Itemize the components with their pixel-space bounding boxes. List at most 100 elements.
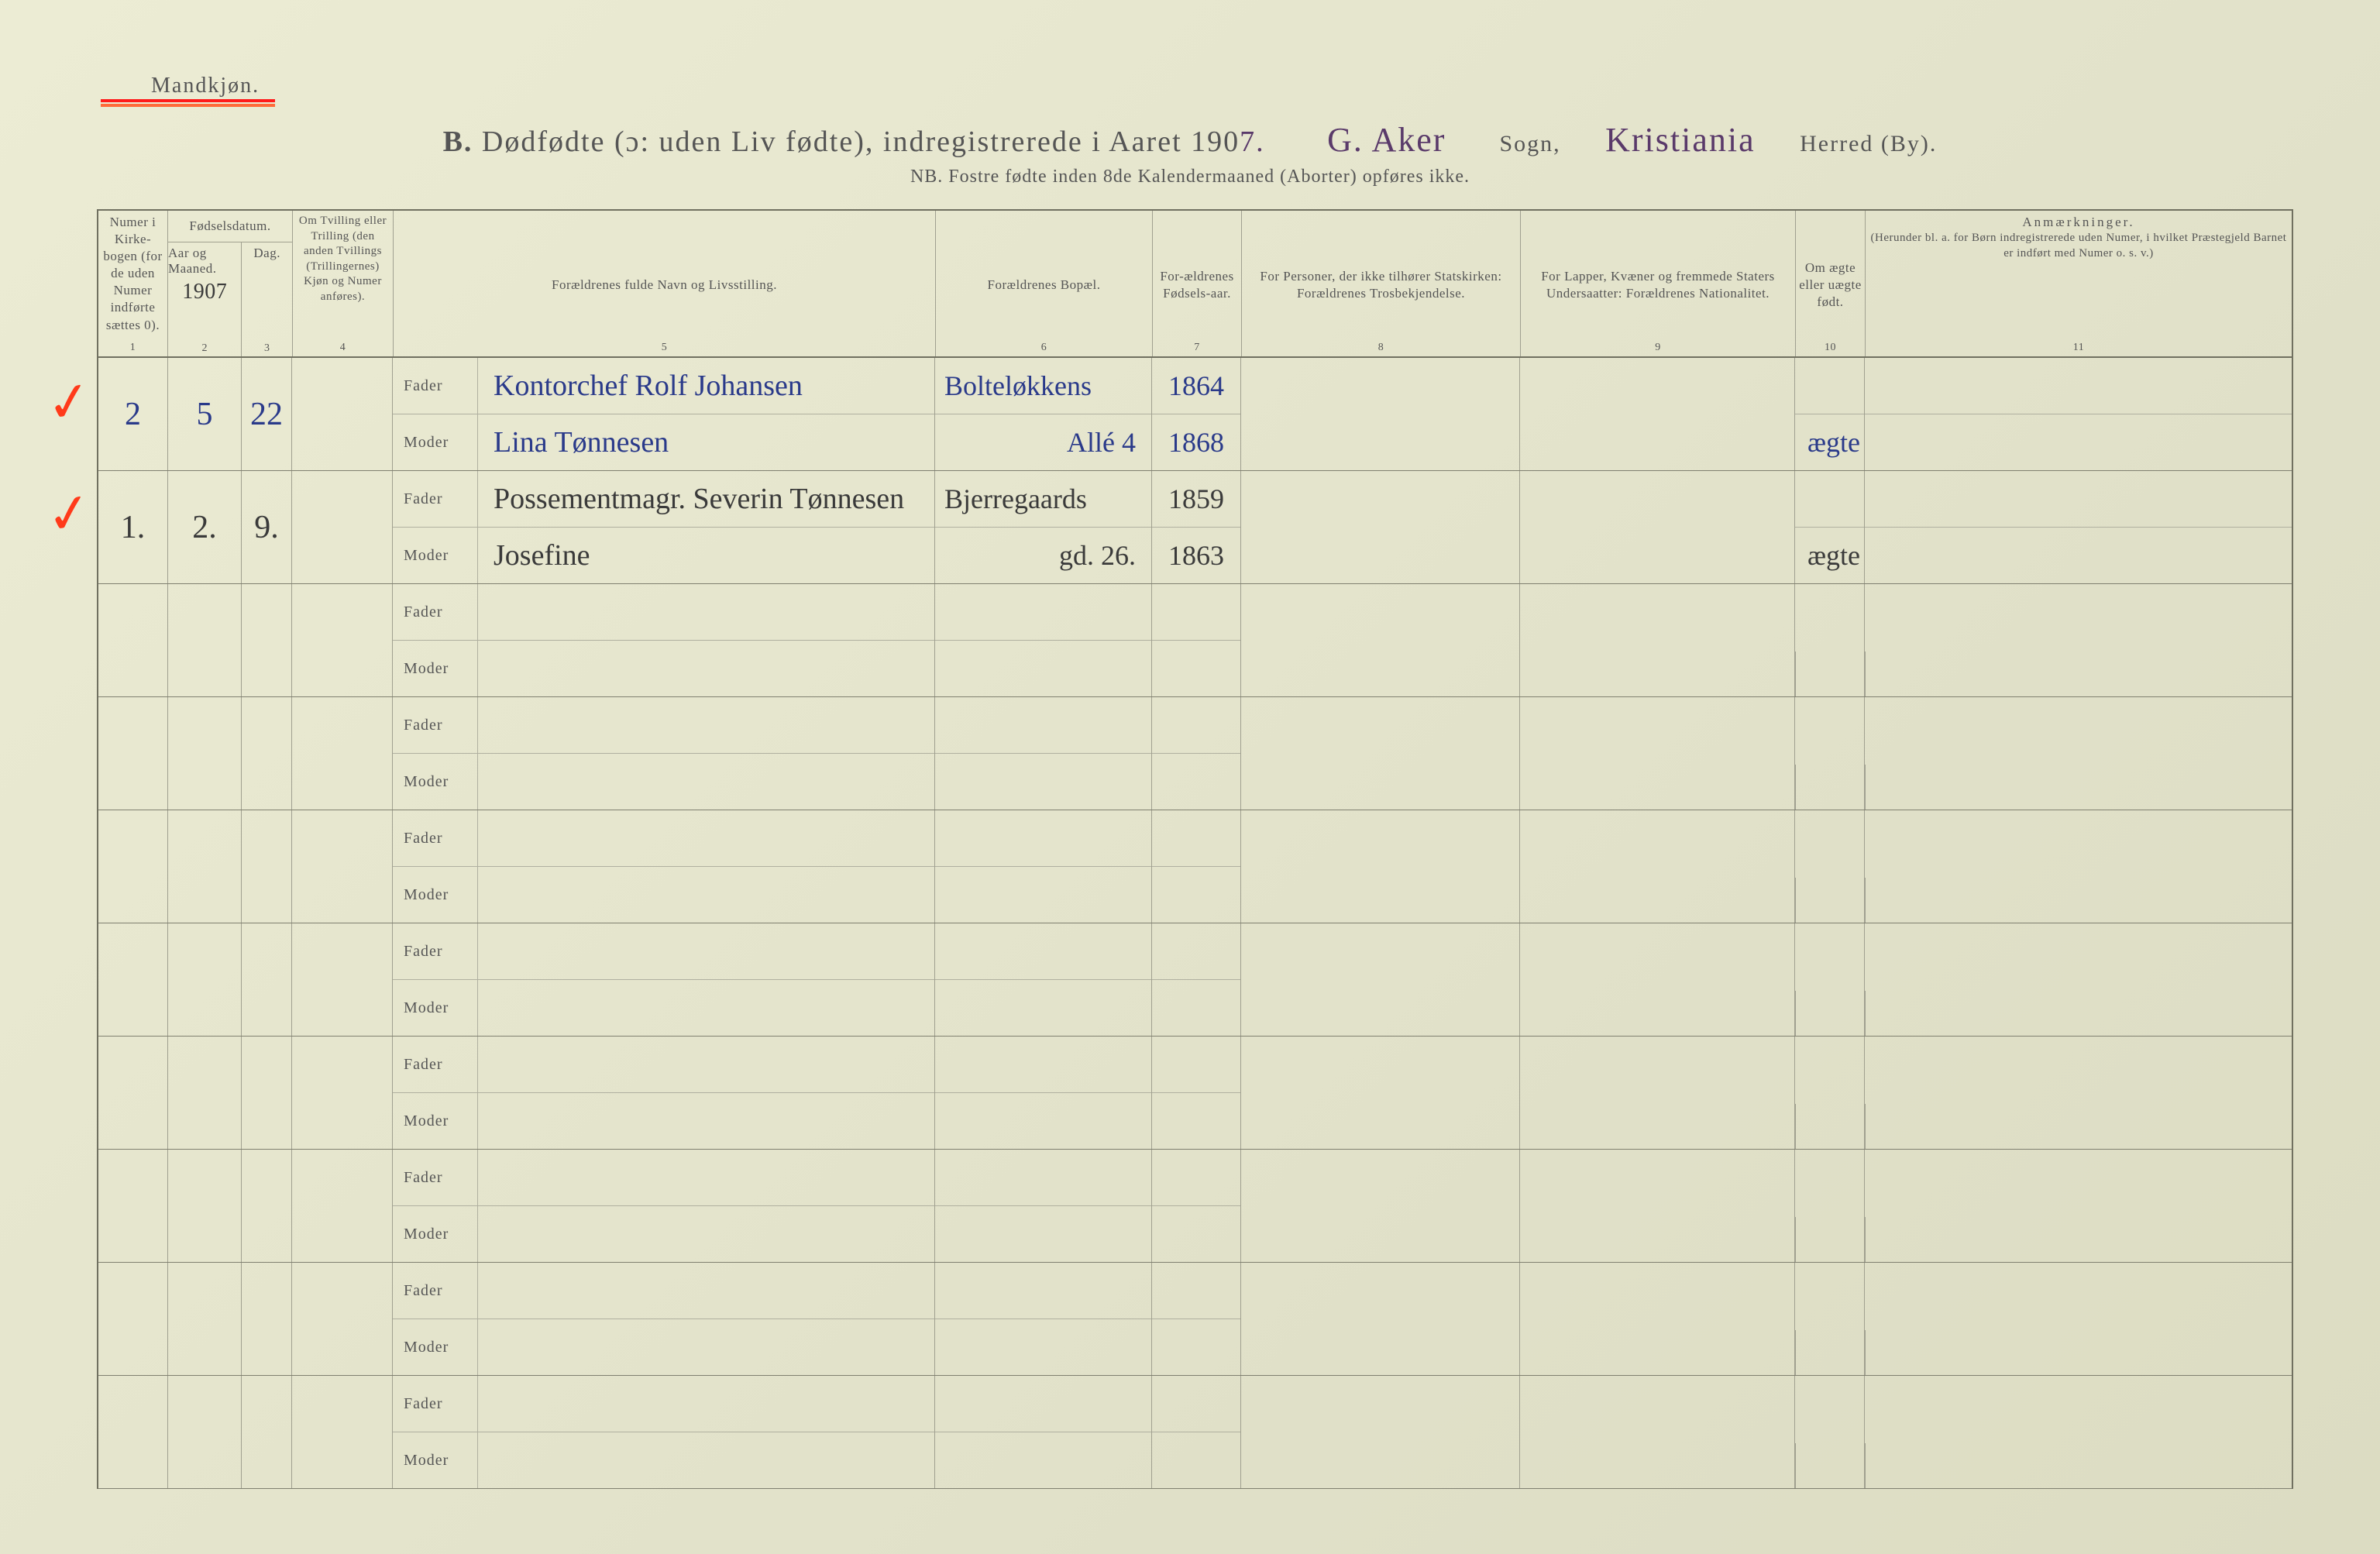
gender-label: Mandkjøn. — [151, 74, 260, 98]
father-label: Fader — [393, 358, 478, 414]
c6-top — [935, 697, 1151, 754]
c6-bot: gd. 26. — [935, 528, 1151, 583]
cell-c9 — [1520, 1037, 1795, 1149]
cell-c6 — [935, 923, 1152, 1036]
col-9-header: For Lapper, Kvæner og fremmede Staters U… — [1521, 211, 1796, 356]
c7-bot — [1152, 1206, 1240, 1262]
cell-c4 — [292, 1037, 393, 1149]
col-5-label: Forældrenes fulde Navn og Livsstilling. — [552, 277, 777, 294]
cell-c2 — [168, 923, 242, 1036]
mother-label: Moder — [393, 980, 478, 1036]
c6-top — [935, 923, 1151, 980]
c7-bot — [1152, 1093, 1240, 1149]
cell-c3: 22 — [242, 358, 292, 470]
cell-c5: FaderModer — [393, 584, 935, 696]
cell-c6 — [935, 1263, 1152, 1375]
cell-c1 — [98, 1376, 168, 1488]
cell-c6 — [935, 1376, 1152, 1488]
herred-value: Kristiania — [1605, 121, 1756, 159]
col-2-year: 1907 — [182, 280, 227, 304]
c7-top — [1152, 697, 1240, 754]
col-8-header: For Personer, der ikke tilhører Statskir… — [1242, 211, 1521, 356]
cell-c4 — [292, 1150, 393, 1262]
subtitle: NB. Fostre fødte inden 8de Kalendermaane… — [0, 167, 2380, 187]
cell-c2 — [168, 697, 242, 810]
cell-c6 — [935, 584, 1152, 696]
title-prefix: B. — [443, 125, 473, 158]
c10-val: ægte — [1795, 528, 1864, 583]
mother-label: Moder — [393, 528, 478, 583]
cell-c2 — [168, 810, 242, 923]
cell-c7 — [1152, 1263, 1241, 1375]
mother-name: Josefine — [478, 538, 934, 572]
parish-register-page: Mandkjøn. B. Dødfødte (ɔ: uden Liv fødte… — [0, 0, 2380, 1554]
cell-c2 — [168, 1150, 242, 1262]
col-5-header: Forældrenes fulde Navn og Livsstilling. … — [394, 211, 936, 356]
cell-c2: 2. — [168, 471, 242, 583]
cell-c7 — [1152, 810, 1241, 923]
cell-c10 — [1795, 923, 1865, 1036]
table-body: 2522FaderKontorchef Rolf JohansenModerLi… — [98, 358, 2292, 1489]
mother-label: Moder — [393, 1319, 478, 1375]
cell-c2 — [168, 1376, 242, 1488]
cell-c8 — [1241, 358, 1520, 470]
col-6-num: 6 — [936, 341, 1152, 355]
table-row: FaderModer — [98, 1037, 2292, 1150]
father-label: Fader — [393, 923, 478, 979]
cell-c10 — [1795, 584, 1865, 696]
col-2-3-top: Fødselsdatum. — [168, 211, 292, 242]
cell-c3 — [242, 923, 292, 1036]
c7-top — [1152, 1037, 1240, 1093]
col-4-num: 4 — [293, 341, 393, 355]
cell-c10 — [1795, 697, 1865, 810]
cell-c7: 18641868 — [1152, 358, 1241, 470]
cell-c1: 1. — [98, 471, 168, 583]
herred-label: Herred (By). — [1800, 131, 1937, 156]
cell-c11 — [1865, 471, 2292, 583]
cell-c11 — [1865, 923, 2292, 1036]
c10-val: ægte — [1795, 414, 1864, 470]
col-2-num: 2 — [168, 342, 241, 355]
table-header: Numer i Kirke-bogen (for de uden Numer i… — [98, 211, 2292, 358]
table-row: FaderModer — [98, 697, 2292, 810]
col-7-num: 7 — [1153, 341, 1241, 355]
mother-label: Moder — [393, 1432, 478, 1488]
cell-c5: FaderModer — [393, 697, 935, 810]
c7-bot — [1152, 1432, 1240, 1488]
sogn-value: G. Aker — [1327, 121, 1446, 159]
table-row: FaderModer — [98, 923, 2292, 1037]
father-label: Fader — [393, 810, 478, 866]
c7-top — [1152, 1376, 1240, 1432]
col-4-header: Om Tvilling eller Trilling (den anden Tv… — [293, 211, 394, 356]
cell-c11 — [1865, 1376, 2292, 1488]
mother-label: Moder — [393, 867, 478, 923]
cell-c11 — [1865, 1037, 2292, 1149]
cell-c1: 2 — [98, 358, 168, 470]
cell-c10: ægte — [1795, 471, 1865, 583]
cell-c4 — [292, 1263, 393, 1375]
check-mark-icon: ✓ — [43, 479, 96, 548]
cell-c11 — [1865, 697, 2292, 810]
c6-bot — [935, 1319, 1151, 1375]
cell-c3 — [242, 1376, 292, 1488]
father-label: Fader — [393, 1376, 478, 1432]
cell-c5: FaderModer — [393, 810, 935, 923]
cell-c2: 5 — [168, 358, 242, 470]
father-label: Fader — [393, 1263, 478, 1318]
c6-bot — [935, 980, 1151, 1036]
cell-c1 — [98, 1037, 168, 1149]
c6-top — [935, 1037, 1151, 1093]
col-2-header: Aar og Maaned. 1907 2 — [168, 242, 242, 356]
c7-bot — [1152, 980, 1240, 1036]
cell-c8 — [1241, 1376, 1520, 1488]
col-10-num: 10 — [1796, 341, 1865, 355]
c7-top: 1864 — [1152, 358, 1240, 414]
cell-c3 — [242, 810, 292, 923]
col-5-num: 5 — [394, 341, 935, 355]
col-10-label: Om ægte eller uægte født. — [1799, 260, 1862, 311]
title-main: Dødfødte (ɔ: uden Liv fødte), indregistr… — [482, 125, 1240, 158]
father-label: Fader — [393, 697, 478, 753]
cell-c7: 18591863 — [1152, 471, 1241, 583]
cell-c3 — [242, 1037, 292, 1149]
cell-c6: Bjerregaardsgd. 26. — [935, 471, 1152, 583]
